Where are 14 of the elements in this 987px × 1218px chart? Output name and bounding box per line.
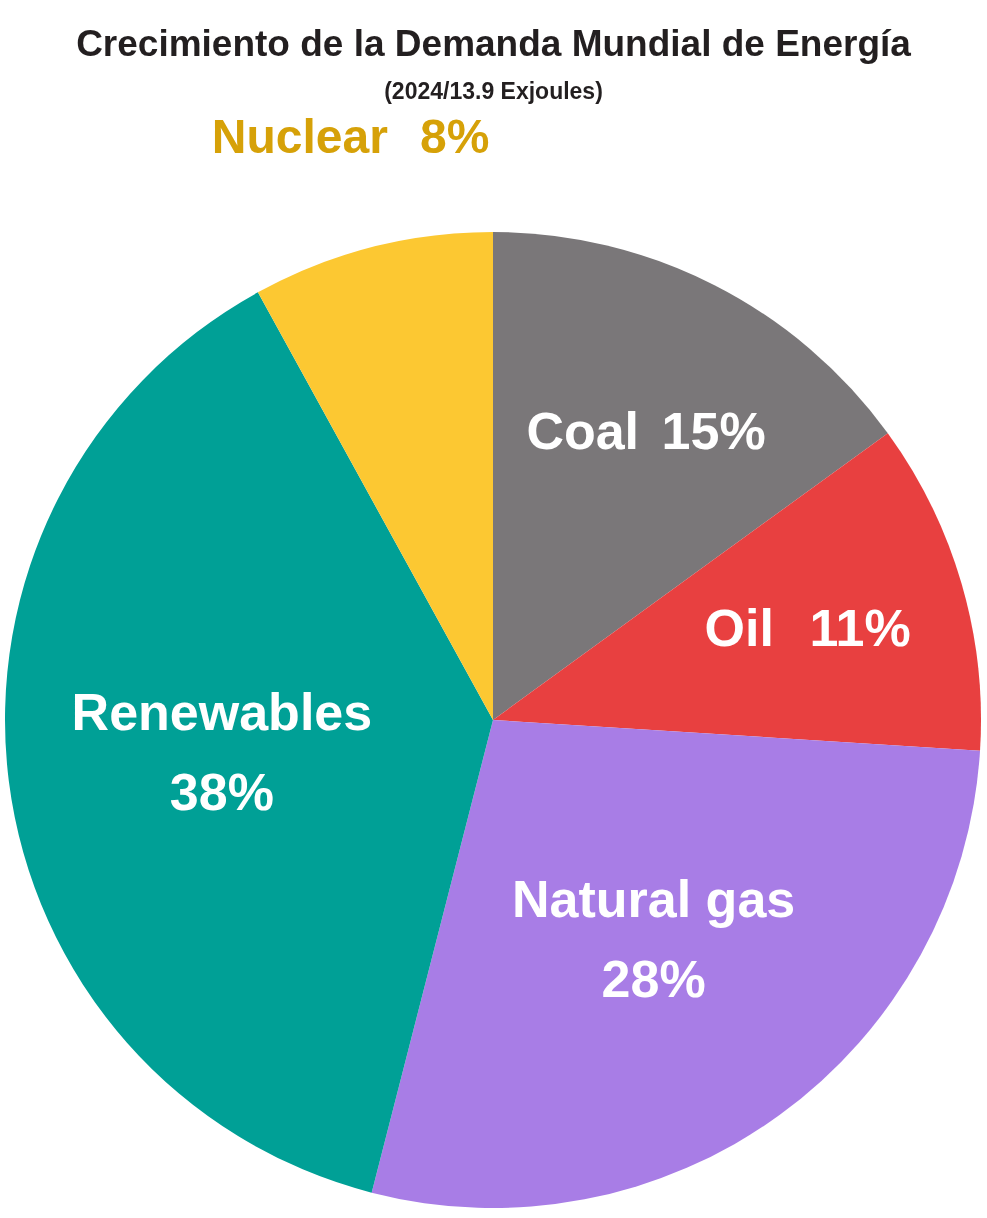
slice-label: Coal [526,402,640,461]
pie-slice [5,292,493,1193]
slice-label: Renewables [71,683,373,742]
slice-label: Nuclear [211,109,388,163]
data-label: 28% [601,950,706,1009]
slice-label: Natural gas [512,870,796,929]
data-label: 15% [661,402,766,461]
data-label: 8% [420,109,490,163]
data-label: 11% [809,599,911,658]
pie-slice [371,720,981,1208]
data-label: 38% [169,763,274,822]
chart-subtitle: (2024/13.9 Exjoules) [384,78,603,104]
slice-label: Oil [704,599,774,658]
chart-title: Crecimiento de la Demanda Mundial de Energía [76,23,912,64]
